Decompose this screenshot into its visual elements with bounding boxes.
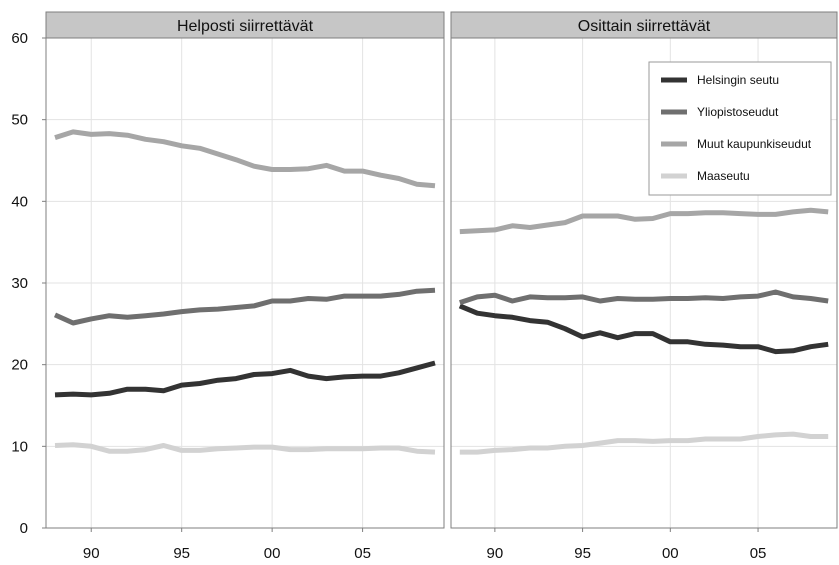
series-line bbox=[54, 129, 436, 189]
legend-box bbox=[648, 61, 832, 196]
panels-layer: Helposti siirrettävät Osittain siirrettäv… bbox=[45, 11, 838, 529]
x-tick-label: 95 bbox=[173, 545, 190, 562]
y-tick-label: 40 bbox=[11, 193, 28, 210]
y-tick-label: 10 bbox=[11, 438, 28, 455]
panel-2: Osittain siirrettävät bbox=[450, 11, 838, 529]
legend: Helsingin seutu Yliopistoseudut Muut kaupu… bbox=[648, 61, 832, 196]
legend-label: Maaseutu bbox=[697, 169, 750, 183]
series-line bbox=[458, 303, 829, 355]
panel-title: Osittain siirrettävät bbox=[578, 18, 711, 35]
x-tick-label: 00 bbox=[662, 545, 679, 562]
series-line bbox=[459, 207, 829, 235]
series-line bbox=[53, 287, 436, 326]
panel-title: Helposti siirrettävät bbox=[177, 18, 314, 35]
series-line bbox=[459, 289, 829, 305]
x-axis: 90 95 00 05 90 95 00 05 bbox=[83, 528, 767, 562]
legend-label: Muut kaupunkiseudut bbox=[697, 137, 812, 151]
x-tick-label: 00 bbox=[264, 545, 281, 562]
x-tick-label: 90 bbox=[83, 545, 100, 562]
series-line bbox=[54, 360, 436, 398]
x-tick-label: 95 bbox=[574, 545, 591, 562]
x-tick-label: 05 bbox=[750, 545, 767, 562]
y-tick-label: 0 bbox=[20, 520, 28, 537]
series-line bbox=[459, 431, 829, 455]
x-tick-label: 90 bbox=[487, 545, 504, 562]
panel-1: Helposti siirrettävät bbox=[45, 11, 445, 529]
y-axis: 0 10 20 30 40 50 60 bbox=[11, 30, 46, 537]
legend-label: Helsingin seutu bbox=[697, 73, 779, 87]
legend-label: Yliopistoseudut bbox=[697, 105, 779, 119]
x-tick-label: 05 bbox=[354, 545, 371, 562]
y-tick-label: 60 bbox=[11, 30, 28, 47]
series-line bbox=[54, 442, 436, 455]
y-tick-label: 30 bbox=[11, 275, 28, 292]
y-tick-label: 20 bbox=[11, 357, 28, 374]
y-tick-label: 50 bbox=[11, 112, 28, 129]
panel-strip bbox=[450, 11, 838, 39]
panel-strip bbox=[45, 11, 445, 39]
